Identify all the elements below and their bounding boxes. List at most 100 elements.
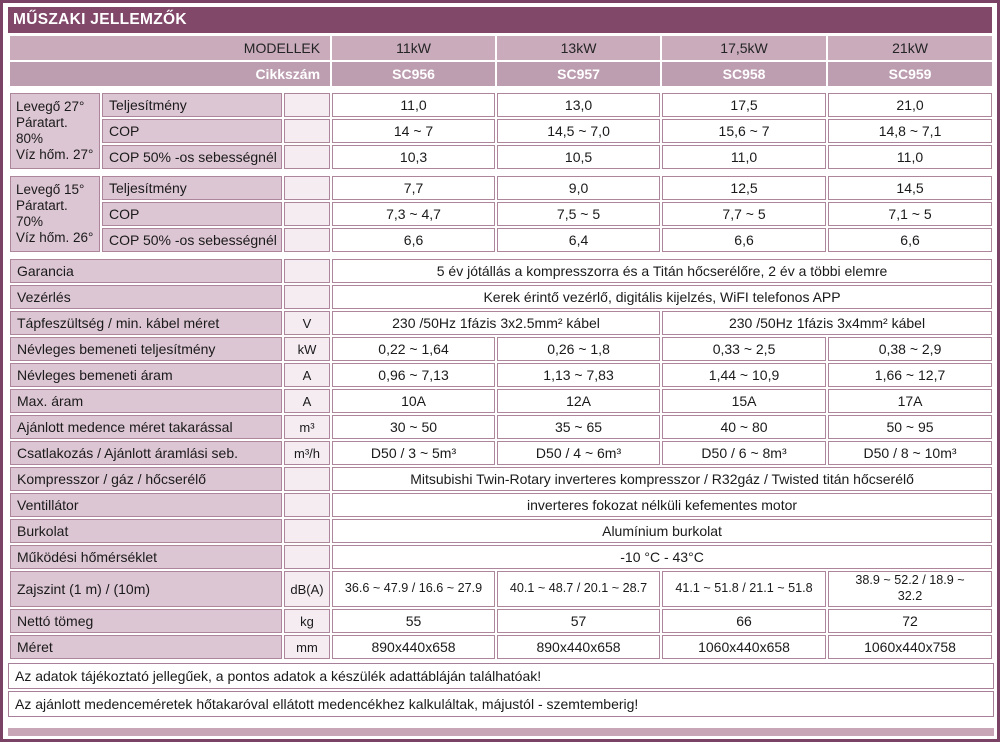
value-cell: D50 / 8 ~ 10m³ bbox=[828, 441, 993, 465]
spacer-row bbox=[10, 171, 992, 174]
sku-value: SC956 bbox=[332, 62, 496, 86]
value-cell: 15A bbox=[662, 389, 827, 413]
unit-cell: kW bbox=[284, 337, 331, 361]
value-cell: 13,0 bbox=[497, 93, 661, 117]
row-label: Csatlakozás / Ajánlott áramlási seb. bbox=[10, 441, 282, 465]
value-cell: 6,6 bbox=[332, 228, 496, 252]
spec-row: Burkolat Alumínium burkolat bbox=[10, 519, 993, 543]
unit-cell bbox=[284, 176, 331, 200]
models-row: MODELLEK 11kW 13kW 17,5kW 21kW bbox=[10, 36, 993, 60]
value-cell: 7,5 ~ 5 bbox=[497, 202, 661, 226]
unit-cell bbox=[284, 493, 331, 517]
row-label: Zajszint (1 m) / (10m) bbox=[10, 571, 282, 607]
spec-row: Levegő 27° Páratart. 80% Víz hőm. 27° Te… bbox=[10, 93, 993, 169]
model-name: 21kW bbox=[828, 36, 993, 60]
sku-row: Cikkszám SC956 SC957 SC958 SC959 bbox=[10, 62, 993, 86]
sku-value: SC959 bbox=[828, 62, 993, 86]
value-cell: -10 °C - 43°C bbox=[332, 545, 993, 569]
value-cell: 11,0 bbox=[828, 145, 993, 169]
unit-cell: mm bbox=[284, 635, 331, 659]
row-label: Teljesítmény bbox=[102, 93, 282, 117]
unit-cell bbox=[284, 93, 331, 117]
value-cell: 17,5 bbox=[662, 93, 827, 117]
unit-cell bbox=[284, 259, 331, 283]
row-label: Ventillátor bbox=[10, 493, 282, 517]
value-cell: Kerek érintő vezérlő, digitális kijelzés… bbox=[332, 285, 993, 309]
bottom-frame-strip bbox=[8, 728, 994, 736]
value-cell: Mitsubishi Twin-Rotary inverteres kompre… bbox=[332, 467, 993, 491]
value-cell: 57 bbox=[497, 609, 661, 633]
value-cell: Alumínium burkolat bbox=[332, 519, 993, 543]
value-cell: 12,5 bbox=[662, 176, 827, 200]
spec-row: Tápfeszültség / min. kábel méret V 230 /… bbox=[10, 311, 993, 335]
value-cell: 40 ~ 80 bbox=[662, 415, 827, 439]
models-label: MODELLEK bbox=[10, 36, 331, 60]
row-label: Névleges bemeneti áram bbox=[10, 363, 282, 387]
unit-cell bbox=[284, 202, 331, 226]
row-label: Vezérlés bbox=[10, 285, 282, 309]
model-name: 17,5kW bbox=[662, 36, 827, 60]
value-cell: D50 / 3 ~ 5m³ bbox=[332, 441, 496, 465]
condition-group-label: Levegő 27° Páratart. 80% Víz hőm. 27° bbox=[10, 93, 100, 169]
unit-cell: m³/h bbox=[284, 441, 331, 465]
spec-row: Zajszint (1 m) / (10m) dB(A) 36.6 ~ 47.9… bbox=[10, 571, 993, 607]
row-label: COP bbox=[102, 202, 282, 226]
value-cell: 1060x440x658 bbox=[662, 635, 827, 659]
row-label: Burkolat bbox=[10, 519, 282, 543]
unit-cell: m³ bbox=[284, 415, 331, 439]
spec-row: Ajánlott medence méret takarással m³ 30 … bbox=[10, 415, 993, 439]
value-cell: 1060x440x758 bbox=[828, 635, 993, 659]
value-cell: 1,66 ~ 12,7 bbox=[828, 363, 993, 387]
row-label: Max. áram bbox=[10, 389, 282, 413]
unit-cell: V bbox=[284, 311, 331, 335]
value-cell: 35 ~ 65 bbox=[497, 415, 661, 439]
row-label: Ajánlott medence méret takarással bbox=[10, 415, 282, 439]
spec-row: Ventillátor inverteres fokozat nélküli k… bbox=[10, 493, 993, 517]
sku-value: SC957 bbox=[497, 62, 661, 86]
value-cell: D50 / 4 ~ 6m³ bbox=[497, 441, 661, 465]
unit-cell: A bbox=[284, 389, 331, 413]
value-cell: 0,33 ~ 2,5 bbox=[662, 337, 827, 361]
footnote: Az ajánlott medenceméretek hőtakaróval e… bbox=[8, 691, 994, 717]
value-cell: 38.9 ~ 52.2 / 18.9 ~ 32.2 bbox=[828, 571, 993, 607]
unit-cell bbox=[284, 467, 331, 491]
value-cell: 41.1 ~ 51.8 / 21.1 ~ 51.8 bbox=[662, 571, 827, 607]
value-cell: D50 / 6 ~ 8m³ bbox=[662, 441, 827, 465]
spec-row: Vezérlés Kerek érintő vezérlő, digitális… bbox=[10, 285, 993, 309]
spec-row: COP 50% -os sebességnél 10,3 10,5 11,0 1… bbox=[10, 145, 993, 169]
spec-row: Működési hőmérséklet -10 °C - 43°C bbox=[10, 545, 993, 569]
row-label: Kompresszor / gáz / hőcserélő bbox=[10, 467, 282, 491]
value-cell: 14 ~ 7 bbox=[332, 119, 496, 143]
spec-row: Levegő 15° Páratart. 70% Víz hőm. 26° Te… bbox=[10, 176, 993, 252]
spec-table: MODELLEK 11kW 13kW 17,5kW 21kW Cikkszám … bbox=[8, 34, 994, 661]
row-label: Garancia bbox=[10, 259, 282, 283]
spec-row: Névleges bemeneti teljesítmény kW 0,22 ~… bbox=[10, 337, 993, 361]
unit-cell bbox=[284, 519, 331, 543]
value-cell: 230 /50Hz 1fázis 3x4mm² kábel bbox=[662, 311, 993, 335]
value-cell: 7,7 ~ 5 bbox=[662, 202, 827, 226]
row-label: Tápfeszültség / min. kábel méret bbox=[10, 311, 282, 335]
page-title: MŰSZAKI JELLEMZŐK bbox=[8, 7, 992, 33]
spacer-row bbox=[10, 254, 992, 257]
value-cell: 6,4 bbox=[497, 228, 661, 252]
value-cell: 10,5 bbox=[497, 145, 661, 169]
value-cell: 6,6 bbox=[828, 228, 993, 252]
value-cell: 890x440x658 bbox=[497, 635, 661, 659]
row-label: Teljesítmény bbox=[102, 176, 282, 200]
value-cell: 1,44 ~ 10,9 bbox=[662, 363, 827, 387]
spec-row: Garancia 5 év jótállás a kompresszorra é… bbox=[10, 259, 993, 283]
value-cell: 66 bbox=[662, 609, 827, 633]
spec-row: COP 14 ~ 7 14,5 ~ 7,0 15,6 ~ 7 14,8 ~ 7,… bbox=[10, 119, 993, 143]
spec-row: Csatlakozás / Ajánlott áramlási seb. m³/… bbox=[10, 441, 993, 465]
value-cell: 12A bbox=[497, 389, 661, 413]
model-name: 13kW bbox=[497, 36, 661, 60]
sku-value: SC958 bbox=[662, 62, 827, 86]
value-cell: 7,3 ~ 4,7 bbox=[332, 202, 496, 226]
value-cell: 890x440x658 bbox=[332, 635, 496, 659]
unit-cell: kg bbox=[284, 609, 331, 633]
value-cell: 14,8 ~ 7,1 bbox=[828, 119, 993, 143]
value-cell: 36.6 ~ 47.9 / 16.6 ~ 27.9 bbox=[332, 571, 496, 607]
value-cell: 55 bbox=[332, 609, 496, 633]
unit-cell bbox=[284, 145, 331, 169]
value-cell: 0,26 ~ 1,8 bbox=[497, 337, 661, 361]
